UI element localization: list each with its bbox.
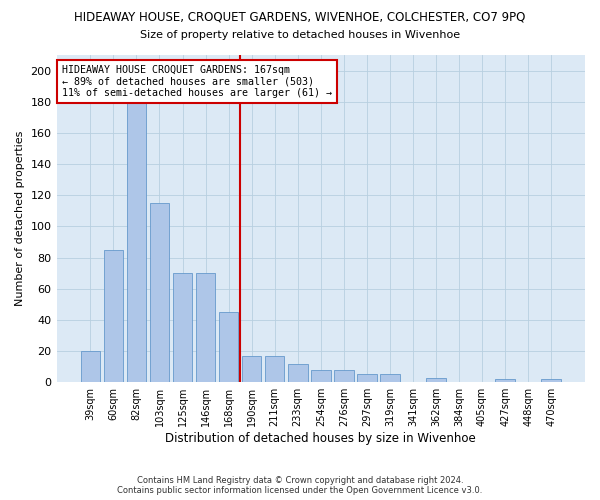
Y-axis label: Number of detached properties: Number of detached properties <box>15 131 25 306</box>
Bar <box>265 356 284 382</box>
X-axis label: Distribution of detached houses by size in Wivenhoe: Distribution of detached houses by size … <box>166 432 476 445</box>
Bar <box>104 250 123 382</box>
Bar <box>80 351 100 382</box>
Bar <box>380 374 400 382</box>
Bar <box>173 273 193 382</box>
Bar <box>334 370 353 382</box>
Bar <box>127 86 146 382</box>
Text: Contains HM Land Registry data © Crown copyright and database right 2024.
Contai: Contains HM Land Registry data © Crown c… <box>118 476 482 495</box>
Text: Size of property relative to detached houses in Wivenhoe: Size of property relative to detached ho… <box>140 30 460 40</box>
Text: HIDEAWAY HOUSE CROQUET GARDENS: 167sqm
← 89% of detached houses are smaller (503: HIDEAWAY HOUSE CROQUET GARDENS: 167sqm ←… <box>62 65 332 98</box>
Bar <box>311 370 331 382</box>
Bar <box>196 273 215 382</box>
Bar <box>219 312 238 382</box>
Bar <box>242 356 262 382</box>
Bar <box>496 379 515 382</box>
Text: HIDEAWAY HOUSE, CROQUET GARDENS, WIVENHOE, COLCHESTER, CO7 9PQ: HIDEAWAY HOUSE, CROQUET GARDENS, WIVENHO… <box>74 10 526 23</box>
Bar <box>288 364 308 382</box>
Bar <box>541 379 561 382</box>
Bar <box>357 374 377 382</box>
Bar <box>149 203 169 382</box>
Bar <box>426 378 446 382</box>
